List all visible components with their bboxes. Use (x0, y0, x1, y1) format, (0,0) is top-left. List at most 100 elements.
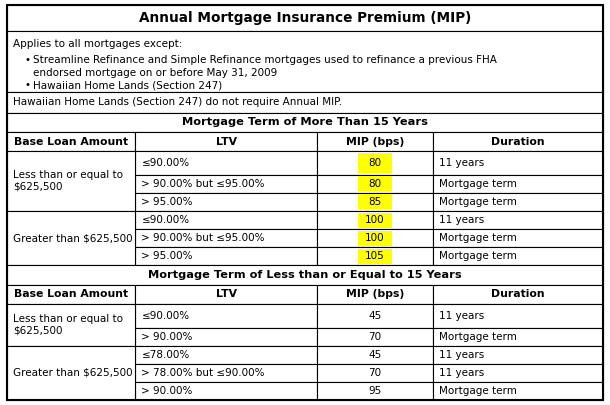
Text: endorsed mortgage on or before May 31, 2009: endorsed mortgage on or before May 31, 2… (33, 68, 277, 78)
Bar (135, 132, 317, 151)
Bar (7, 92, 603, 113)
Bar (358, 213, 392, 228)
Text: 11 years: 11 years (439, 350, 484, 360)
Bar (433, 193, 603, 211)
Text: LTV: LTV (215, 136, 237, 147)
Bar (317, 229, 433, 247)
Text: 80: 80 (368, 158, 381, 168)
Bar (433, 175, 603, 193)
Text: Mortgage term: Mortgage term (439, 233, 517, 243)
Bar (433, 346, 603, 364)
Text: 45: 45 (368, 311, 382, 321)
Bar (135, 193, 317, 211)
Text: Base Loan Amount: Base Loan Amount (14, 290, 128, 299)
Text: Mortgage Term of More Than 15 Years: Mortgage Term of More Than 15 Years (182, 117, 428, 127)
Text: Greater than $625,500: Greater than $625,500 (13, 233, 133, 243)
Text: Mortgage term: Mortgage term (439, 252, 517, 261)
Text: > 90.00% but ≤95.00%: > 90.00% but ≤95.00% (142, 233, 265, 243)
Text: 70: 70 (368, 332, 381, 341)
Bar (317, 328, 433, 346)
Text: 100: 100 (365, 233, 385, 243)
Text: 11 years: 11 years (439, 368, 484, 378)
Text: 105: 105 (365, 252, 385, 261)
Bar (317, 346, 433, 364)
Bar (317, 151, 433, 175)
Bar (358, 249, 392, 264)
Bar (135, 229, 317, 247)
Text: Duration: Duration (491, 136, 545, 147)
Bar (7, 265, 603, 285)
Bar (317, 193, 433, 211)
Text: Mortgage Term of Less than or Equal to 15 Years: Mortgage Term of Less than or Equal to 1… (148, 270, 462, 280)
Text: 80: 80 (368, 179, 381, 189)
Bar (7, 285, 135, 304)
Bar (7, 151, 135, 211)
Bar (433, 247, 603, 265)
Text: MIP (bps): MIP (bps) (346, 290, 404, 299)
Text: Applies to all mortgages except:: Applies to all mortgages except: (13, 39, 183, 49)
Bar (135, 175, 317, 193)
Bar (135, 382, 317, 400)
Text: Mortgage term: Mortgage term (439, 386, 517, 396)
Text: 45: 45 (368, 350, 382, 360)
Bar (317, 211, 433, 229)
Bar (317, 247, 433, 265)
Text: Duration: Duration (491, 290, 545, 299)
Bar (317, 382, 433, 400)
Text: Greater than $625,500: Greater than $625,500 (13, 368, 133, 378)
Text: Streamline Refinance and Simple Refinance mortgages used to refinance a previous: Streamline Refinance and Simple Refinanc… (33, 55, 497, 64)
Text: 95: 95 (368, 386, 382, 396)
Text: ≤78.00%: ≤78.00% (142, 350, 190, 360)
Text: Less than or equal to
$625,500: Less than or equal to $625,500 (13, 314, 123, 336)
Text: ≤90.00%: ≤90.00% (142, 311, 190, 321)
Bar (7, 113, 603, 132)
Bar (317, 364, 433, 382)
Text: 85: 85 (368, 197, 382, 207)
Text: Hawaiian Home Lands (Section 247) do not require Annual MIP.: Hawaiian Home Lands (Section 247) do not… (13, 97, 343, 107)
Bar (317, 175, 433, 193)
Bar (433, 364, 603, 382)
Text: > 90.00%: > 90.00% (142, 386, 193, 396)
Text: ≤90.00%: ≤90.00% (142, 158, 190, 168)
Text: Mortgage term: Mortgage term (439, 197, 517, 207)
Bar (433, 328, 603, 346)
Text: > 90.00% but ≤95.00%: > 90.00% but ≤95.00% (142, 179, 265, 189)
Text: Base Loan Amount: Base Loan Amount (14, 136, 128, 147)
Bar (7, 211, 135, 265)
Text: 100: 100 (365, 215, 385, 225)
Text: ≤90.00%: ≤90.00% (142, 215, 190, 225)
Bar (135, 346, 317, 364)
Bar (135, 247, 317, 265)
Bar (7, 346, 135, 400)
Bar (7, 31, 603, 92)
Bar (317, 132, 433, 151)
Text: 11 years: 11 years (439, 158, 484, 168)
Bar (433, 382, 603, 400)
Bar (7, 5, 603, 31)
Bar (317, 304, 433, 328)
Text: > 95.00%: > 95.00% (142, 197, 193, 207)
Text: Hawaiian Home Lands (Section 247): Hawaiian Home Lands (Section 247) (33, 81, 222, 90)
Bar (317, 285, 433, 304)
Bar (7, 304, 135, 346)
Bar (433, 151, 603, 175)
Bar (433, 285, 603, 304)
Text: 11 years: 11 years (439, 215, 484, 225)
Text: MIP (bps): MIP (bps) (346, 136, 404, 147)
Bar (358, 176, 392, 191)
Text: 11 years: 11 years (439, 311, 484, 321)
Bar (358, 231, 392, 246)
Text: Mortgage term: Mortgage term (439, 179, 517, 189)
Bar (135, 364, 317, 382)
Text: Less than or equal to
$625,500: Less than or equal to $625,500 (13, 171, 123, 192)
Bar (358, 153, 392, 173)
Bar (135, 211, 317, 229)
Text: > 90.00%: > 90.00% (142, 332, 193, 341)
Text: 70: 70 (368, 368, 381, 378)
Bar (135, 328, 317, 346)
Text: > 95.00%: > 95.00% (142, 252, 193, 261)
Text: LTV: LTV (215, 290, 237, 299)
Bar (433, 211, 603, 229)
Bar (7, 132, 135, 151)
Bar (433, 132, 603, 151)
